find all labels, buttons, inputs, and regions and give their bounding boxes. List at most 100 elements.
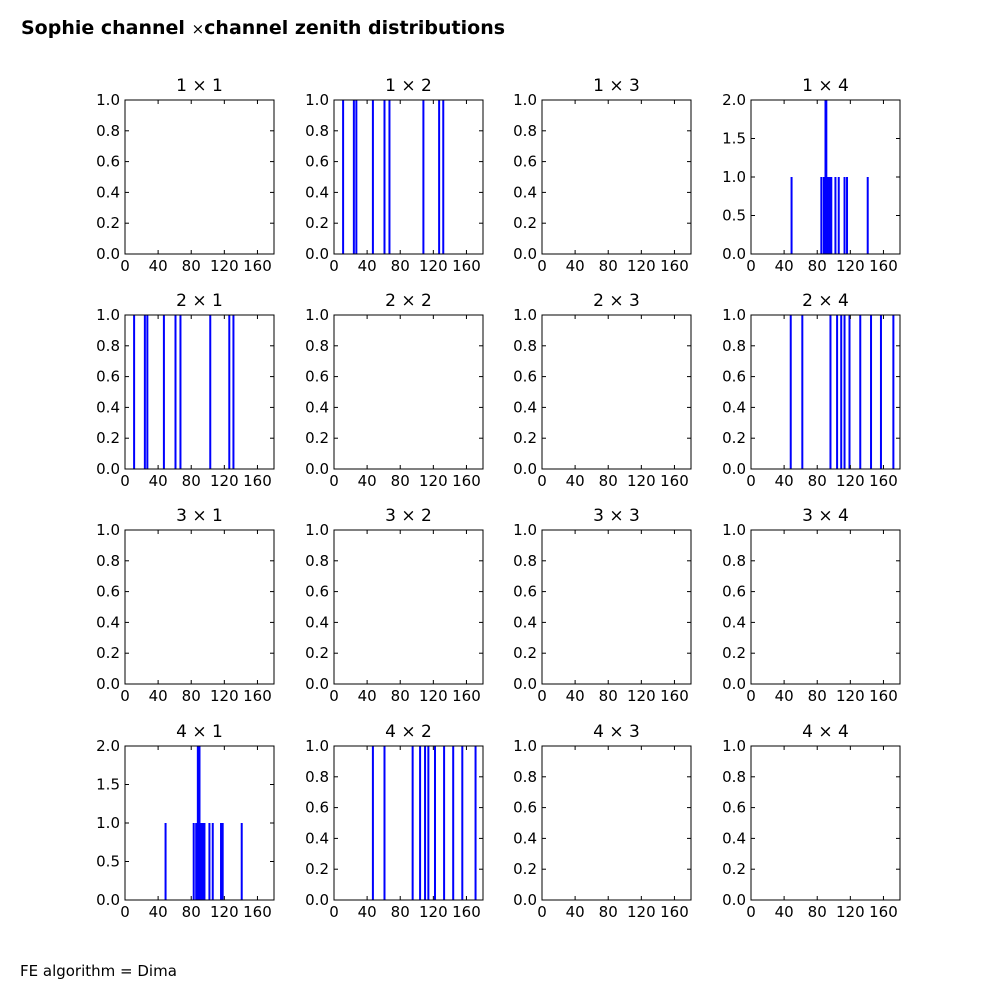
x-tick-label: 160 <box>243 687 272 705</box>
y-tick-label: 0.0 <box>305 891 329 909</box>
x-tick-label: 160 <box>869 687 898 705</box>
y-tick-label: 0.0 <box>96 675 120 693</box>
subplot-4-4: 4 × 4 0 40 80 120 160 0.0 0.2 0.4 0.6 0.8 1.0 <box>722 722 901 921</box>
x-tick-label: 0 <box>329 903 339 921</box>
y-tick-label: 0.2 <box>513 214 537 232</box>
x-tick-label: 120 <box>210 687 239 705</box>
x-tick-label: 80 <box>808 472 827 490</box>
x-tick-label: 120 <box>210 472 239 490</box>
y-tick-label: 0.2 <box>513 860 537 878</box>
x-tick-label: 120 <box>627 472 656 490</box>
y-tick-label: 0.0 <box>305 245 329 263</box>
y-tick-label: 2.0 <box>722 91 746 109</box>
x-tick-label: 40 <box>358 903 377 921</box>
x-tick-label: 160 <box>243 903 272 921</box>
subplot-title: 4 × 4 <box>802 722 849 742</box>
x-tick-label: 40 <box>149 903 168 921</box>
subplot-title: 1 × 3 <box>593 76 640 96</box>
x-tick-label: 0 <box>537 687 547 705</box>
subplot-1-4: 1 × 4 0 40 80 120 160 0.0 0.5 1.0 1.5 2.0 <box>722 76 901 275</box>
axes-frame <box>333 529 484 685</box>
x-tick-label: 0 <box>329 687 339 705</box>
x-tick-label: 0 <box>746 903 756 921</box>
x-tick-label: 120 <box>836 257 865 275</box>
x-tick-label: 40 <box>775 903 794 921</box>
y-tick-label: 0.0 <box>513 675 537 693</box>
y-tick-label: 0.8 <box>305 337 329 355</box>
y-tick-label: 0.0 <box>722 245 746 263</box>
y-tick-label: 0.8 <box>96 122 120 140</box>
x-tick-label: 120 <box>627 903 656 921</box>
x-tick-label: 120 <box>419 903 448 921</box>
x-tick-label: 40 <box>566 687 585 705</box>
y-tick-label: 1.5 <box>722 130 746 148</box>
axes-frame <box>541 314 692 470</box>
subplot-title: 4 × 3 <box>593 722 640 742</box>
y-tick-label: 0.6 <box>722 799 746 817</box>
subplot-title: 1 × 1 <box>176 76 223 96</box>
axes-frame <box>333 99 484 255</box>
x-tick-label: 40 <box>358 687 377 705</box>
subplot-title: 4 × 2 <box>385 722 432 742</box>
x-tick-label: 120 <box>419 257 448 275</box>
x-tick-label: 120 <box>627 687 656 705</box>
figure-title-right: channel zenith distributions <box>204 17 506 39</box>
subplot-title: 4 × 1 <box>176 722 223 742</box>
x-tick-label: 0 <box>537 257 547 275</box>
subplot-title: 2 × 1 <box>176 291 223 311</box>
series-bars <box>342 100 445 254</box>
subplot-title: 2 × 2 <box>385 291 432 311</box>
subplot-3-4: 3 × 4 0 40 80 120 160 0.0 0.2 0.4 0.6 0.8 1.0 <box>722 506 901 705</box>
x-tick-label: 80 <box>182 472 201 490</box>
x-tick-label: 160 <box>660 687 689 705</box>
x-tick-label: 160 <box>452 472 481 490</box>
y-tick-label: 1.0 <box>96 521 120 539</box>
y-tick-label: 0.4 <box>305 398 329 416</box>
x-tick-label: 160 <box>660 472 689 490</box>
x-tick-label: 40 <box>566 472 585 490</box>
axes-frame <box>124 529 275 685</box>
x-tick-label: 0 <box>746 687 756 705</box>
y-tick-label: 0.8 <box>305 552 329 570</box>
axes-frame <box>750 745 901 901</box>
x-tick-label: 80 <box>182 257 201 275</box>
y-tick-label: 0.6 <box>722 368 746 386</box>
y-tick-label: 0.8 <box>513 122 537 140</box>
y-tick-label: 0.8 <box>722 768 746 786</box>
x-tick-label: 40 <box>775 257 794 275</box>
axes-frame <box>541 745 692 901</box>
x-tick-label: 160 <box>452 687 481 705</box>
axes-frame <box>124 99 275 255</box>
x-tick-label: 40 <box>149 257 168 275</box>
x-tick-label: 0 <box>537 903 547 921</box>
y-tick-label: 1.0 <box>722 737 746 755</box>
figure-title: Sophie channel ×channel zenith distribut… <box>21 17 505 39</box>
x-tick-label: 120 <box>836 472 865 490</box>
x-tick-label: 120 <box>419 687 448 705</box>
y-tick-label: 0.0 <box>722 675 746 693</box>
subplot-4-2: 4 × 2 0 40 80 120 160 0.0 0.2 0.4 0.6 0.8 1.0 <box>305 722 484 921</box>
subplot-title: 1 × 4 <box>802 76 849 96</box>
y-tick-label: 1.0 <box>513 737 537 755</box>
x-tick-label: 80 <box>599 257 618 275</box>
figure-title-times: × <box>191 20 205 38</box>
axes-frame <box>333 314 484 470</box>
x-tick-label: 0 <box>120 257 130 275</box>
x-tick-label: 80 <box>391 903 410 921</box>
subplot-4-3: 4 × 3 0 40 80 120 160 0.0 0.2 0.4 0.6 0.8 1.0 <box>513 722 692 921</box>
subplot-3-1: 3 × 1 0 40 80 120 160 0.0 0.2 0.4 0.6 0.8 1.0 <box>96 506 275 705</box>
x-tick-label: 160 <box>869 257 898 275</box>
subplot-title: 3 × 2 <box>385 506 432 526</box>
y-tick-label: 0.6 <box>513 153 537 171</box>
series-bars <box>133 315 235 469</box>
x-tick-label: 120 <box>419 472 448 490</box>
footnote: FE algorithm = Dima <box>20 962 177 980</box>
y-tick-label: 0.4 <box>722 398 746 416</box>
y-tick-label: 1.0 <box>96 306 120 324</box>
y-tick-label: 0.0 <box>722 460 746 478</box>
x-tick-label: 80 <box>808 687 827 705</box>
y-tick-label: 0.2 <box>305 644 329 662</box>
subplot-title: 2 × 3 <box>593 291 640 311</box>
x-tick-label: 0 <box>120 687 130 705</box>
